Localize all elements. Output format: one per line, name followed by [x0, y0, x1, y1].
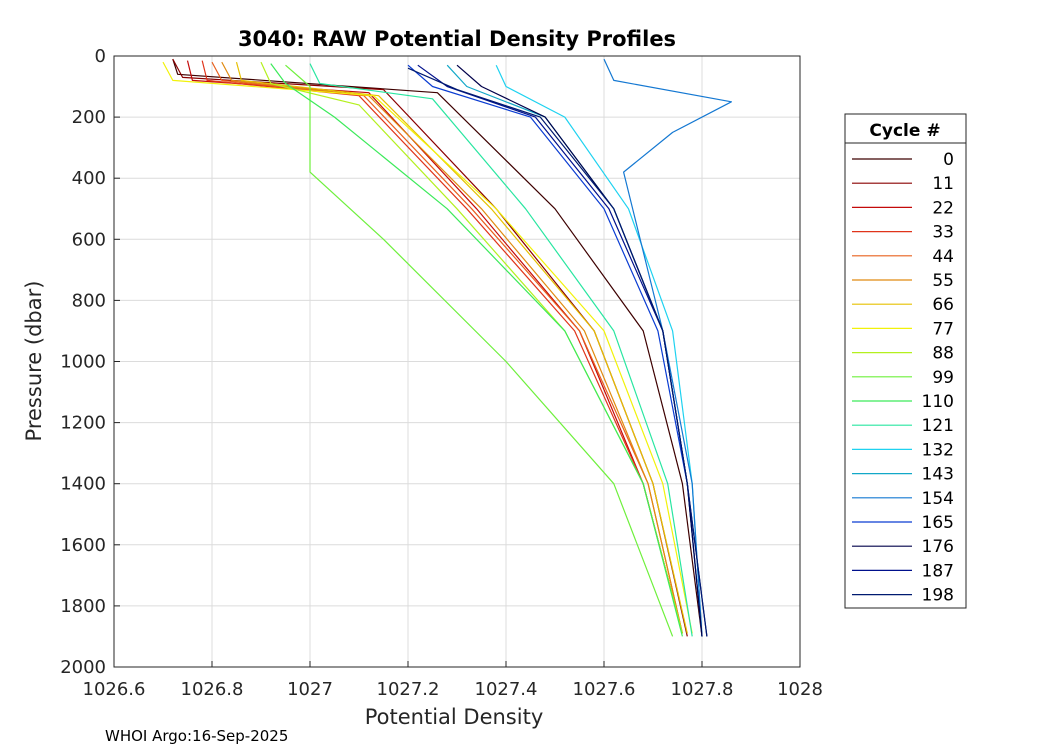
y-tick-label: 800	[72, 290, 106, 311]
series-line-cycle-110	[270, 63, 683, 637]
legend-label: 66	[932, 295, 954, 315]
legend-label: 198	[922, 586, 954, 606]
legend-box	[844, 113, 967, 609]
chart-title: 3040: RAW Potential Density Profiles	[238, 27, 676, 51]
series-line-cycle-66	[235, 61, 688, 634]
legend-label: 110	[922, 392, 954, 412]
x-tick-label: 1027	[287, 679, 333, 700]
legend-label: 176	[922, 537, 954, 557]
x-axis-label: Potential Density	[365, 705, 544, 729]
legend-label: 165	[922, 513, 954, 533]
series-line-cycle-121	[309, 63, 693, 637]
legend-label: 187	[922, 561, 954, 581]
series-line-cycle-0	[172, 58, 703, 637]
footer-credit: WHOI Argo:16-Sep-2025	[105, 727, 288, 745]
series-line-cycle-154	[603, 58, 733, 637]
legend-label: 99	[932, 368, 954, 388]
y-tick-label: 200	[72, 107, 106, 128]
legend-label: 0	[943, 150, 954, 170]
legend-label: 154	[922, 489, 954, 509]
legend-label: 33	[932, 223, 954, 243]
x-tick-label: 1026.6	[83, 679, 146, 700]
series-line-cycle-77	[162, 61, 693, 634]
legend-title: Cycle #	[869, 121, 940, 141]
legend-label: 44	[932, 247, 954, 267]
series-line-cycle-99	[285, 64, 674, 637]
y-tick-label: 0	[95, 46, 106, 67]
y-tick-label: 1400	[60, 474, 106, 495]
y-tick-label: 1000	[60, 352, 106, 373]
x-tick-label: 1027.4	[475, 679, 538, 700]
y-tick-label: 1200	[60, 413, 106, 434]
series-layer	[162, 58, 733, 637]
legend-label: 11	[932, 174, 954, 194]
series-line-cycle-55	[221, 61, 683, 634]
x-tick-label: 1027.2	[377, 679, 440, 700]
y-tick-label: 600	[72, 229, 106, 250]
x-tick-label: 1027.6	[573, 679, 636, 700]
y-tick-label: 2000	[60, 657, 106, 678]
x-tick-label: 1026.8	[181, 679, 244, 700]
y-tick-label: 1600	[60, 535, 106, 556]
legend-label: 88	[932, 344, 954, 364]
legend-entries: 0 11 22 33 44 55 66 77 88 99 110 121 132 143 154 165 176…	[852, 150, 954, 606]
legend-label: 143	[922, 465, 954, 485]
legend-label: 121	[922, 416, 954, 436]
legend: Cycle # 0 11 22 33 44 55 66 77 88 99 110 121 132 143 1…	[844, 113, 967, 609]
legend-label: 132	[922, 440, 954, 460]
legend-label: 77	[932, 319, 954, 339]
legend-label: 55	[932, 271, 954, 291]
series-line-cycle-198	[407, 67, 708, 637]
x-axis-ticks: 1026.6 1026.8 1027 1027.2 1027.4 1027.6 1027.8…	[83, 661, 823, 700]
legend-label: 22	[932, 198, 954, 218]
y-axis-ticks: 0 200 400 600 800 1000 1200 1400 1600 1800 2000	[60, 46, 120, 678]
x-tick-label: 1028	[777, 679, 823, 700]
y-tick-label: 400	[72, 168, 106, 189]
x-tick-label: 1027.8	[671, 679, 734, 700]
y-axis-label: Pressure (dbar)	[22, 281, 46, 442]
y-tick-label: 1800	[60, 596, 106, 617]
